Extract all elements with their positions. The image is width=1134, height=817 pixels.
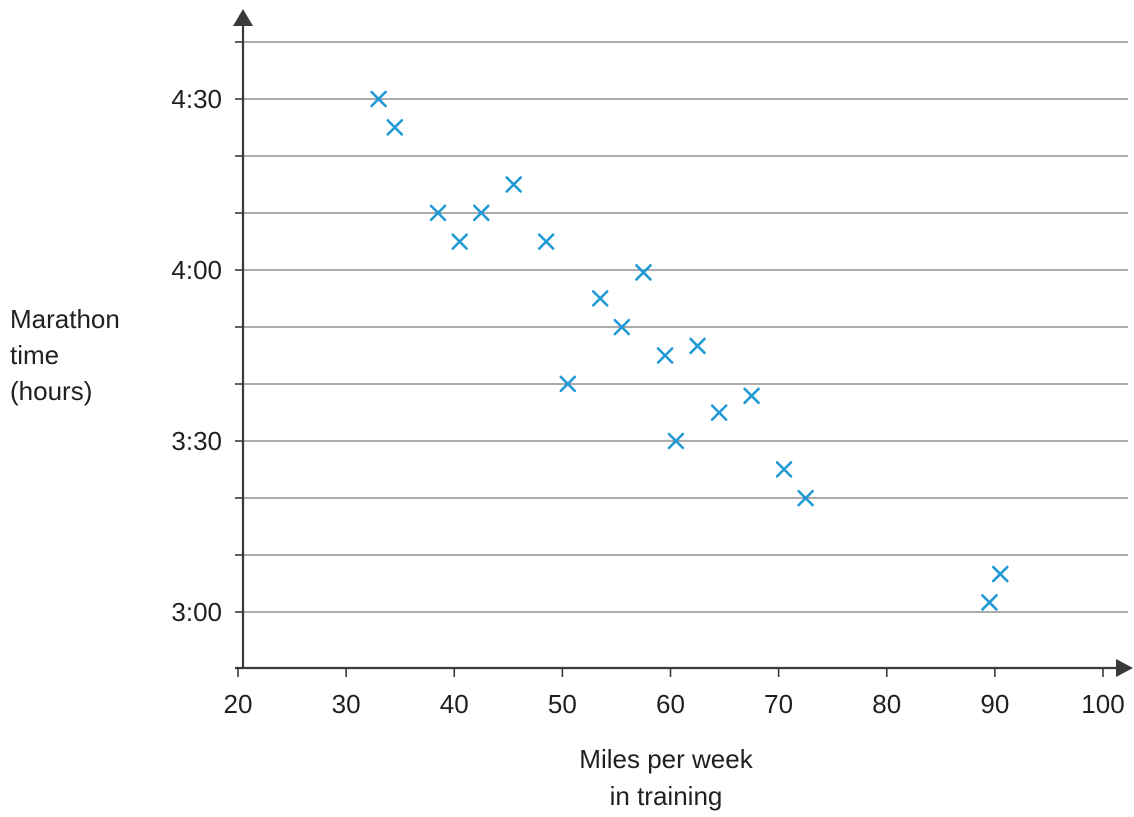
- x-axis-ticks: 20 30 40 50 60 70 80 90 100: [224, 668, 1125, 719]
- y-axis-arrow: [233, 9, 253, 26]
- x-axis-arrow: [1116, 659, 1133, 677]
- x-tick-label: 90: [980, 689, 1009, 719]
- y-axis-ticks: 3:00 3:30 4:00 4:30: [171, 41, 243, 627]
- data-point: [451, 233, 468, 250]
- data-point: [797, 489, 814, 507]
- x-tick-label: 60: [656, 689, 685, 719]
- data-point: [591, 290, 609, 307]
- x-axis-label-line-1: Miles per week: [579, 744, 753, 774]
- y-axis-label-line-3: (hours): [10, 376, 93, 406]
- data-points: [370, 90, 1009, 611]
- y-tick-label: 4:30: [171, 84, 222, 114]
- y-tick-label: 3:30: [171, 426, 222, 456]
- y-tick-label: 4:00: [171, 255, 222, 285]
- data-point: [429, 204, 447, 222]
- data-point: [635, 264, 652, 281]
- data-point: [667, 432, 685, 450]
- data-point: [656, 347, 674, 364]
- data-point: [537, 233, 555, 250]
- data-point: [981, 594, 998, 611]
- data-point: [559, 375, 577, 393]
- x-axis-label-line-2: in training: [609, 781, 723, 811]
- data-point: [689, 337, 706, 355]
- y-tick-label: 3:00: [171, 597, 222, 627]
- x-tick-label: 50: [548, 689, 577, 719]
- grid-lines: [243, 41, 1128, 613]
- data-point: [505, 176, 523, 193]
- data-point: [386, 119, 404, 136]
- data-point: [991, 565, 1009, 583]
- x-tick-label: 70: [764, 689, 793, 719]
- data-point: [775, 461, 793, 478]
- data-point: [743, 387, 760, 405]
- data-point: [710, 404, 728, 421]
- x-tick-label: 30: [332, 689, 361, 719]
- y-axis-label-line-1: Marathon: [10, 304, 120, 334]
- x-tick-label: 100: [1081, 689, 1124, 719]
- data-point: [472, 204, 490, 222]
- data-point: [370, 90, 387, 108]
- x-tick-label: 20: [224, 689, 253, 719]
- x-tick-label: 40: [440, 689, 469, 719]
- x-tick-label: 80: [872, 689, 901, 719]
- data-point: [613, 318, 631, 336]
- axes: [233, 9, 1133, 677]
- y-axis-label-line-2: time: [10, 340, 60, 370]
